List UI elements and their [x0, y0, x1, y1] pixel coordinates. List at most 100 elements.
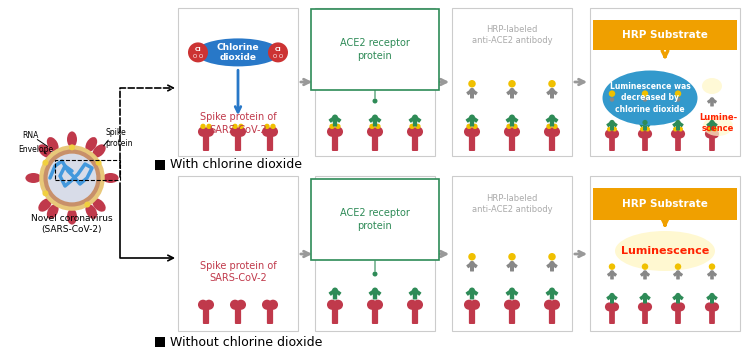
Circle shape — [468, 253, 476, 261]
FancyBboxPatch shape — [642, 309, 648, 324]
FancyBboxPatch shape — [610, 295, 614, 304]
FancyBboxPatch shape — [374, 116, 382, 123]
Circle shape — [470, 261, 475, 266]
Circle shape — [470, 300, 480, 310]
FancyBboxPatch shape — [610, 122, 614, 131]
FancyBboxPatch shape — [710, 99, 714, 106]
Circle shape — [643, 270, 647, 275]
FancyBboxPatch shape — [466, 262, 473, 268]
FancyBboxPatch shape — [675, 136, 681, 151]
Text: HRP Substrate: HRP Substrate — [622, 30, 708, 40]
FancyBboxPatch shape — [550, 90, 554, 99]
Text: Without chlorine dioxide: Without chlorine dioxide — [170, 335, 322, 349]
Bar — [155, 337, 165, 347]
FancyBboxPatch shape — [676, 122, 680, 131]
Circle shape — [549, 288, 555, 293]
FancyBboxPatch shape — [466, 116, 473, 123]
Circle shape — [333, 300, 343, 310]
Circle shape — [512, 124, 517, 129]
FancyBboxPatch shape — [609, 136, 615, 151]
Bar — [590, 8, 740, 156]
Circle shape — [329, 124, 334, 129]
FancyBboxPatch shape — [332, 307, 338, 324]
FancyBboxPatch shape — [610, 272, 614, 279]
Ellipse shape — [86, 137, 98, 152]
FancyBboxPatch shape — [469, 134, 476, 151]
Circle shape — [710, 130, 719, 138]
Circle shape — [550, 127, 560, 137]
Circle shape — [510, 127, 520, 137]
Circle shape — [506, 124, 512, 129]
Circle shape — [198, 127, 208, 137]
Circle shape — [333, 127, 343, 137]
FancyBboxPatch shape — [374, 289, 382, 296]
FancyBboxPatch shape — [235, 307, 242, 324]
FancyBboxPatch shape — [545, 289, 554, 296]
FancyBboxPatch shape — [606, 294, 613, 300]
FancyBboxPatch shape — [470, 263, 474, 272]
Text: With chlorine dioxide: With chlorine dioxide — [170, 158, 302, 172]
Circle shape — [327, 127, 337, 137]
Circle shape — [509, 88, 515, 93]
Circle shape — [464, 300, 474, 310]
Circle shape — [612, 127, 617, 131]
FancyBboxPatch shape — [412, 134, 419, 151]
Circle shape — [550, 300, 560, 310]
Ellipse shape — [38, 198, 52, 212]
FancyBboxPatch shape — [470, 116, 478, 123]
FancyBboxPatch shape — [202, 307, 209, 324]
FancyBboxPatch shape — [409, 289, 416, 296]
Circle shape — [549, 261, 554, 266]
Circle shape — [44, 150, 100, 206]
FancyBboxPatch shape — [510, 290, 515, 299]
FancyBboxPatch shape — [710, 309, 715, 324]
Text: Spike protein of
SARS-CoV-2: Spike protein of SARS-CoV-2 — [200, 261, 276, 283]
FancyBboxPatch shape — [711, 294, 718, 300]
Ellipse shape — [92, 144, 106, 158]
Ellipse shape — [702, 78, 722, 94]
FancyBboxPatch shape — [609, 309, 615, 324]
Circle shape — [200, 124, 206, 129]
FancyBboxPatch shape — [546, 262, 554, 268]
FancyBboxPatch shape — [333, 290, 338, 299]
Circle shape — [198, 300, 208, 310]
FancyBboxPatch shape — [550, 262, 558, 268]
Circle shape — [552, 124, 558, 129]
Circle shape — [466, 124, 472, 129]
Ellipse shape — [46, 204, 58, 219]
FancyBboxPatch shape — [509, 134, 515, 151]
Circle shape — [675, 120, 681, 125]
FancyBboxPatch shape — [550, 290, 554, 299]
Circle shape — [546, 124, 552, 129]
FancyBboxPatch shape — [639, 294, 646, 300]
FancyBboxPatch shape — [673, 98, 680, 104]
Circle shape — [230, 300, 240, 310]
Ellipse shape — [703, 116, 733, 136]
FancyBboxPatch shape — [332, 134, 338, 151]
Circle shape — [373, 272, 377, 277]
Circle shape — [548, 80, 556, 88]
FancyBboxPatch shape — [610, 294, 618, 300]
Circle shape — [268, 42, 288, 62]
Circle shape — [509, 288, 515, 293]
FancyBboxPatch shape — [509, 307, 515, 324]
Circle shape — [335, 124, 340, 129]
Circle shape — [548, 253, 556, 261]
Bar — [452, 176, 572, 331]
Circle shape — [640, 127, 645, 131]
FancyBboxPatch shape — [372, 307, 378, 324]
Text: Cl: Cl — [274, 47, 281, 52]
Bar — [590, 176, 740, 331]
Circle shape — [675, 90, 681, 97]
FancyBboxPatch shape — [413, 116, 422, 123]
FancyBboxPatch shape — [511, 289, 518, 296]
Circle shape — [707, 127, 712, 131]
FancyBboxPatch shape — [644, 271, 650, 277]
FancyBboxPatch shape — [706, 121, 713, 127]
FancyBboxPatch shape — [368, 116, 376, 123]
FancyBboxPatch shape — [506, 262, 513, 268]
Circle shape — [676, 302, 685, 312]
Circle shape — [332, 288, 338, 293]
FancyBboxPatch shape — [550, 289, 559, 296]
Circle shape — [607, 127, 612, 131]
